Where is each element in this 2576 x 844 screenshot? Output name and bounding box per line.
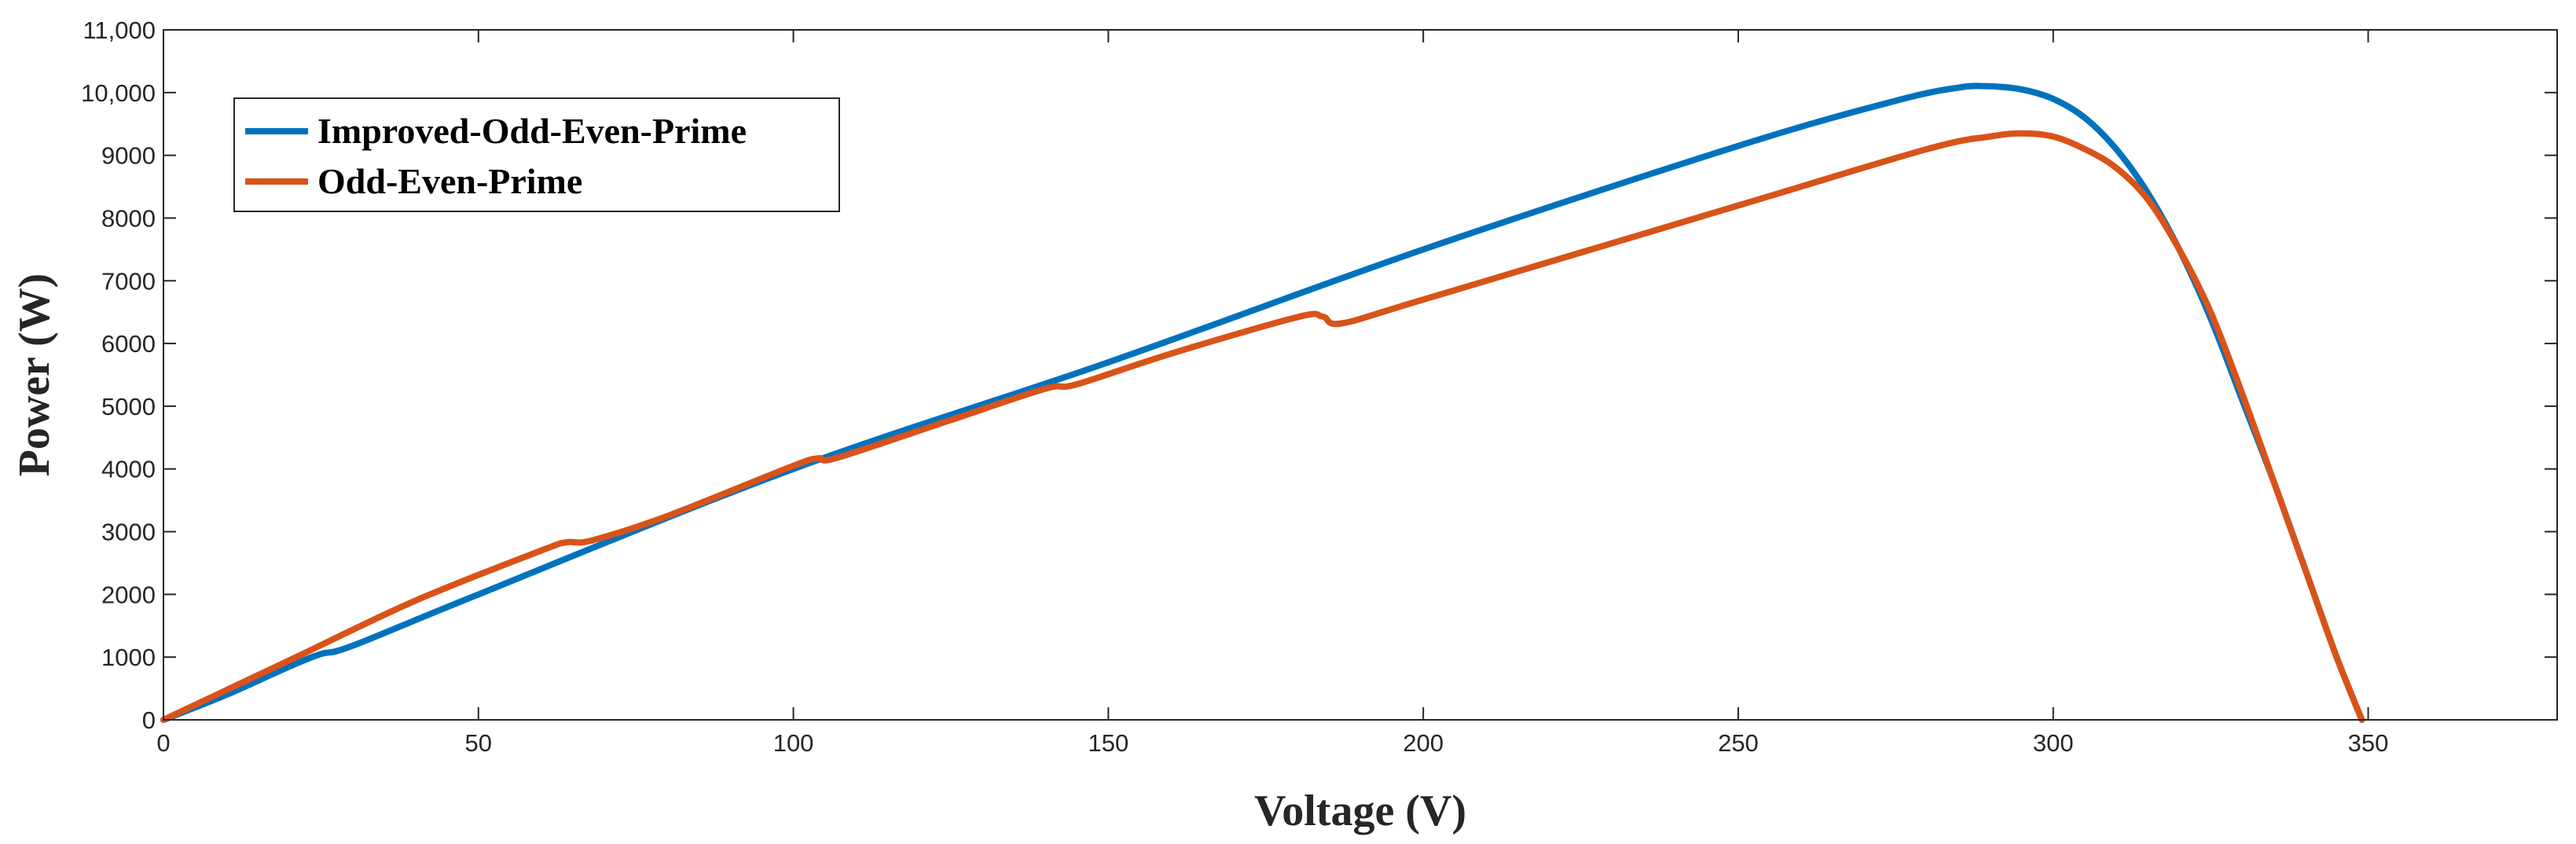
y-tick-label: 7000	[101, 267, 156, 295]
y-tick-label: 0	[142, 706, 156, 734]
x-axis: 0 50 100 150 200 250 300 350	[156, 30, 2388, 757]
x-tick-label: 0	[156, 729, 170, 757]
y-axis-title: Power (W)	[10, 273, 59, 477]
plot-border	[163, 29, 2558, 721]
x-tick-label: 250	[1718, 729, 1759, 757]
legend: Improved-Odd-Even-Prime Odd-Even-Prime	[233, 97, 840, 212]
legend-label-improved-odd-even-prime: Improved-Odd-Even-Prime	[317, 111, 747, 151]
x-tick-label: 200	[1403, 729, 1444, 757]
x-tick-label: 50	[465, 729, 492, 757]
x-tick-label: 100	[773, 729, 814, 757]
y-tick-label: 5000	[101, 393, 156, 420]
y-tick-label: 1000	[101, 644, 156, 671]
y-tick-label: 8000	[101, 204, 156, 232]
legend-box	[233, 97, 840, 212]
y-tick-label: 9000	[101, 142, 156, 170]
x-tick-label: 300	[2033, 729, 2074, 757]
y-tick-label: 4000	[101, 456, 156, 483]
x-tick-label: 350	[2348, 729, 2389, 757]
x-axis-title: Voltage (V)	[1254, 787, 1466, 835]
x-tick-label: 150	[1088, 729, 1129, 757]
y-tick-label: 10,000	[81, 79, 156, 107]
y-tick-label: 2000	[101, 581, 156, 608]
y-tick-label: 6000	[101, 330, 156, 358]
y-tick-label: 11,000	[83, 17, 156, 44]
y-axis: 0 1000 2000 3000 4000 5000 6000 7000 8000 9000 10,…	[81, 17, 2557, 734]
y-tick-label: 3000	[101, 519, 156, 546]
legend-label-odd-even-prime: Odd-Even-Prime	[317, 161, 582, 201]
series-layer	[160, 83, 2365, 723]
series-line-odd-even-prime	[160, 130, 2365, 723]
